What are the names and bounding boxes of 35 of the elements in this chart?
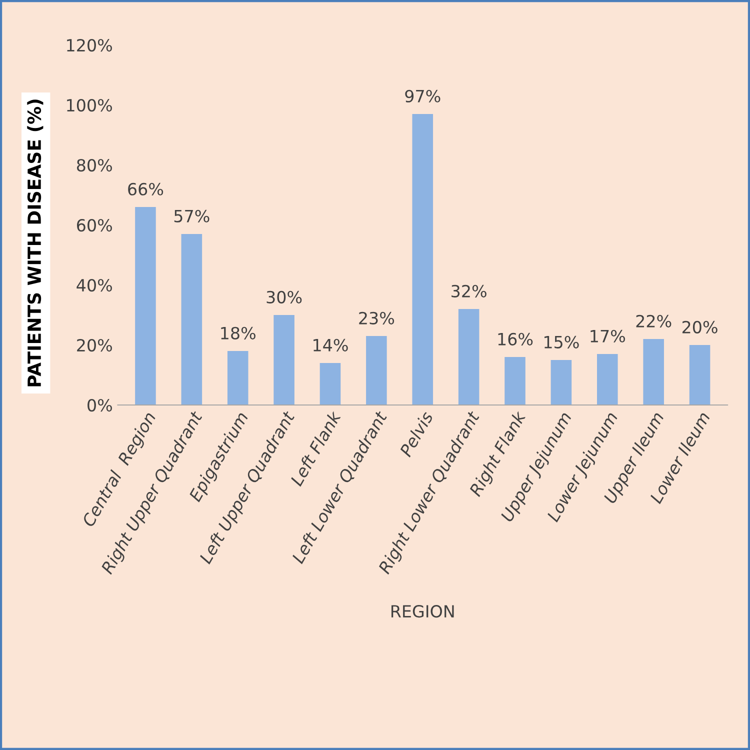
bar bbox=[274, 315, 294, 405]
data-label: 97% bbox=[405, 90, 440, 102]
data-label: 22% bbox=[636, 314, 672, 328]
bar bbox=[135, 207, 156, 405]
bar bbox=[504, 357, 526, 405]
y-tick-label: 40% bbox=[76, 278, 112, 292]
data-label: 17% bbox=[590, 330, 625, 342]
data-label: 15% bbox=[544, 336, 579, 348]
bar bbox=[643, 339, 664, 405]
data-label: 32% bbox=[452, 284, 486, 298]
bar bbox=[227, 351, 248, 405]
bar bbox=[412, 114, 434, 405]
data-label: 57% bbox=[174, 210, 210, 222]
data-label: 20% bbox=[682, 320, 718, 334]
data-label: 66% bbox=[128, 182, 164, 196]
data-label: 14% bbox=[314, 338, 348, 352]
bar bbox=[366, 336, 387, 405]
data-label: 18% bbox=[221, 326, 256, 340]
bar bbox=[689, 345, 710, 405]
bar bbox=[181, 234, 202, 405]
y-tick-label: 100% bbox=[67, 98, 112, 112]
y-tick-label: 0% bbox=[88, 398, 112, 412]
x-axis-title: REGION bbox=[391, 604, 454, 618]
data-label: 30% bbox=[266, 290, 302, 304]
data-label: 16% bbox=[498, 332, 533, 346]
data-label: 23% bbox=[359, 312, 394, 324]
y-tick-label: 80% bbox=[76, 158, 112, 172]
bar bbox=[597, 354, 618, 405]
bar bbox=[458, 309, 480, 405]
y-axis-title: PATIENTS WITH DISEASE (%) bbox=[27, 100, 44, 386]
y-tick-label: 20% bbox=[77, 338, 112, 352]
y-tick-label: 60% bbox=[77, 218, 112, 232]
y-tick-label: 120% bbox=[67, 38, 112, 52]
bar bbox=[320, 363, 341, 405]
bar bbox=[550, 360, 572, 405]
